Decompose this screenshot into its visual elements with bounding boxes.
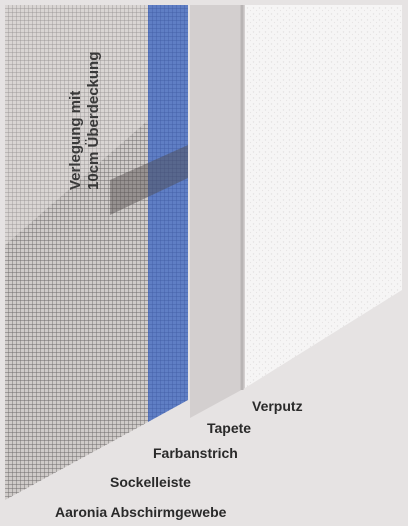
annotation-line: Verlegung mit [67, 91, 84, 190]
layer-label: Aaronia Abschirmgewebe [55, 504, 227, 520]
layer-label: Tapete [207, 420, 251, 436]
annotation: Verlegung mit 10cm Überdeckung [67, 52, 102, 190]
mesh-upper [5, 5, 148, 245]
annotation-line: 10cm Überdeckung [85, 52, 102, 190]
layer-label: Verputz [252, 398, 303, 414]
layer-label: Farbanstrich [153, 445, 238, 461]
wallpaper-layer [190, 5, 245, 418]
mesh-lower [5, 120, 148, 500]
blue-mesh-layer [148, 5, 188, 422]
plaster-layer [245, 5, 402, 388]
layer-label: Sockelleiste [110, 474, 191, 490]
overlap-band [110, 145, 188, 215]
